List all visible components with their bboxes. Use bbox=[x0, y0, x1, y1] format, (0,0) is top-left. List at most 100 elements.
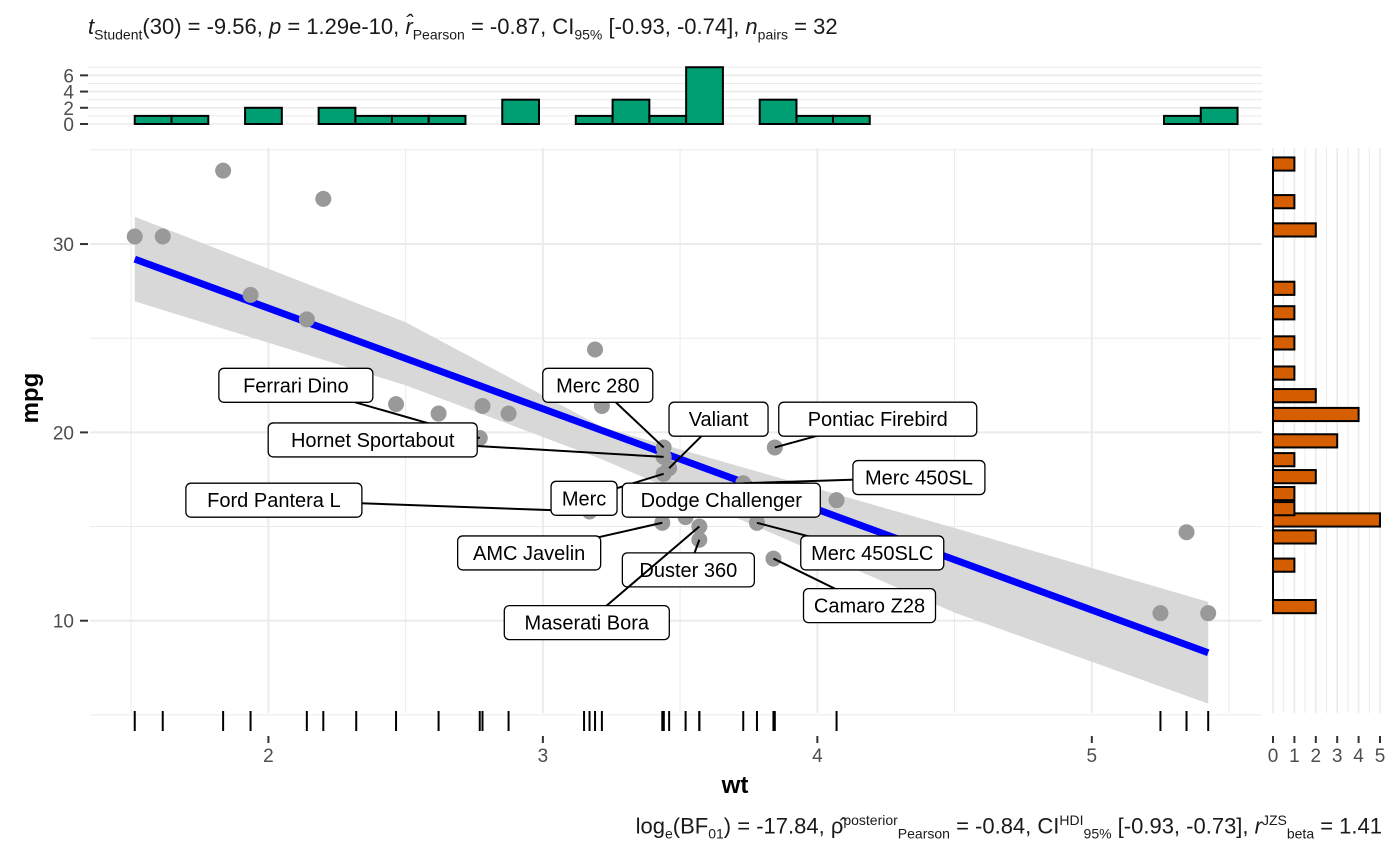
top-hist-bar bbox=[1199, 106, 1239, 125]
data-point bbox=[298, 311, 315, 328]
ci-band-area bbox=[134, 216, 1209, 704]
x-tick-label: 5 bbox=[1087, 746, 1098, 767]
top-hist-bar bbox=[354, 114, 394, 125]
bf-text: (BF bbox=[672, 813, 709, 839]
point-label: Camaro Z28 bbox=[814, 596, 925, 618]
right-hist-tick-label: 5 bbox=[1375, 746, 1386, 767]
right-hist-bar bbox=[1272, 433, 1339, 449]
top-hist-bar bbox=[648, 114, 688, 125]
label-box bbox=[668, 401, 769, 437]
label-box bbox=[267, 422, 478, 458]
bf-subscript: 01 bbox=[708, 825, 724, 842]
n-symbol: n bbox=[745, 14, 758, 39]
point-label: Maserati Bora bbox=[525, 613, 650, 635]
data-point bbox=[126, 228, 143, 245]
top-hist-bar bbox=[133, 114, 173, 125]
right-hist-tick-label: 2 bbox=[1311, 746, 1322, 767]
data-point bbox=[1178, 524, 1195, 541]
point-label: Ford Pantera L bbox=[207, 490, 340, 512]
x-tick-label: 2 bbox=[263, 746, 274, 767]
top-hist-bar bbox=[831, 114, 871, 125]
r-subscript: Pearson bbox=[412, 26, 465, 43]
top-hist-tick-label: 6 bbox=[63, 66, 74, 87]
top-hist-tick-label: 0 bbox=[63, 115, 74, 136]
top-hist-bar bbox=[1163, 114, 1202, 125]
top-hist-bar bbox=[390, 114, 430, 125]
data-point bbox=[1152, 605, 1169, 622]
right-hist-bar bbox=[1272, 529, 1317, 545]
point-label: Valiant bbox=[689, 409, 749, 431]
data-point bbox=[1200, 605, 1217, 622]
ci-value: [-0.93, -0.73], bbox=[1111, 813, 1255, 839]
x-axis-title: wt bbox=[721, 772, 749, 799]
bayesian-stats-caption: loge(BF01) = -17.84, ρ̂posteriorPearson … bbox=[636, 812, 1382, 842]
point-label: AMC Javelin bbox=[473, 543, 585, 565]
top-hist-bar bbox=[795, 114, 835, 125]
t-subscript: Student bbox=[94, 26, 143, 43]
frequentist-stats-subtitle: tStudent(30) = -9.56, p = 1.29e-10, r̂Pe… bbox=[88, 14, 838, 42]
n-value: = 32 bbox=[788, 14, 838, 39]
log-subscript: e bbox=[664, 825, 673, 842]
top-hist-bar bbox=[317, 106, 357, 125]
data-point bbox=[388, 396, 405, 413]
top-hist-bar bbox=[501, 98, 541, 125]
t-symbol: t bbox=[88, 14, 95, 39]
label-box bbox=[852, 459, 986, 496]
label-box bbox=[503, 604, 670, 641]
right-hist-bar bbox=[1272, 388, 1317, 404]
t-value: (30) = -9.56, bbox=[142, 14, 269, 39]
data-point bbox=[500, 405, 517, 422]
top-hist-bar bbox=[170, 114, 210, 125]
right-hist-bar bbox=[1272, 501, 1296, 517]
bf-value: ) = -17.84, bbox=[723, 813, 831, 839]
right-hist-tick-label: 1 bbox=[1289, 746, 1300, 767]
data-point bbox=[315, 190, 332, 207]
r-value: = -0.87, CI bbox=[464, 14, 575, 39]
right-hist-bar bbox=[1272, 406, 1360, 423]
n-subscript: pairs bbox=[757, 26, 789, 43]
point-label: Dodge Challenger bbox=[641, 490, 803, 512]
ci-subscript: 95% bbox=[574, 26, 603, 43]
top-hist-bar bbox=[611, 98, 651, 125]
data-point bbox=[242, 286, 259, 303]
label-box bbox=[802, 588, 937, 624]
label-box bbox=[542, 367, 654, 403]
point-label: Merc bbox=[562, 488, 606, 510]
right-hist-bar bbox=[1272, 365, 1296, 381]
top-hist-tick-label: 4 bbox=[63, 83, 74, 104]
rug-marks bbox=[133, 711, 1210, 731]
data-point bbox=[828, 492, 845, 509]
x-tick-label: 3 bbox=[538, 746, 549, 767]
label-box bbox=[778, 401, 978, 437]
top-hist-bar bbox=[244, 106, 283, 125]
point-label: Ferrari Dino bbox=[243, 375, 349, 397]
right-hist-bar bbox=[1272, 280, 1296, 296]
right-hist-bar bbox=[1272, 469, 1317, 485]
point-label: Merc 450SLC bbox=[811, 543, 933, 565]
right-hist-tick-label: 0 bbox=[1268, 746, 1279, 767]
rbeta-symbol: r bbox=[1254, 813, 1262, 839]
data-point bbox=[587, 341, 604, 358]
y-tick-label: 30 bbox=[53, 235, 74, 256]
point-label: Merc 450SL bbox=[865, 468, 973, 490]
log-text: log bbox=[635, 813, 665, 839]
p-value: = 1.29e-10, bbox=[281, 14, 406, 39]
label-box bbox=[218, 367, 374, 403]
right-hist-bar bbox=[1272, 156, 1296, 172]
rho-subscript: Pearson bbox=[897, 825, 950, 842]
point-labels: Ferrari Dino Merc 280 Valiant Pontiac Fireb… bbox=[185, 367, 986, 641]
right-hist-bar bbox=[1272, 557, 1296, 573]
data-point bbox=[474, 398, 491, 415]
right-hist-bar bbox=[1272, 335, 1296, 351]
point-label: Hornet Sportabout bbox=[291, 430, 455, 452]
point-label: Merc 280 bbox=[556, 375, 639, 397]
right-hist-bar bbox=[1272, 194, 1296, 210]
label-box bbox=[621, 482, 821, 518]
right-hist-bar bbox=[1272, 305, 1296, 321]
label-box bbox=[185, 482, 363, 518]
label-box bbox=[621, 552, 756, 588]
ci-subscript: 95% bbox=[1083, 825, 1112, 842]
rho-superscript: posterior bbox=[843, 812, 898, 828]
top-hist-bar bbox=[758, 98, 798, 125]
